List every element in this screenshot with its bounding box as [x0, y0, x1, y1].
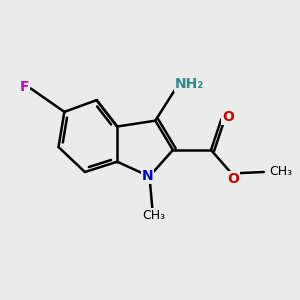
- Text: NH₂: NH₂: [174, 77, 204, 91]
- Text: CH₃: CH₃: [142, 208, 165, 222]
- Text: CH₃: CH₃: [269, 166, 292, 178]
- Text: N: N: [142, 169, 154, 183]
- Text: F: F: [20, 80, 29, 94]
- Text: O: O: [222, 110, 234, 124]
- Text: O: O: [227, 172, 239, 186]
